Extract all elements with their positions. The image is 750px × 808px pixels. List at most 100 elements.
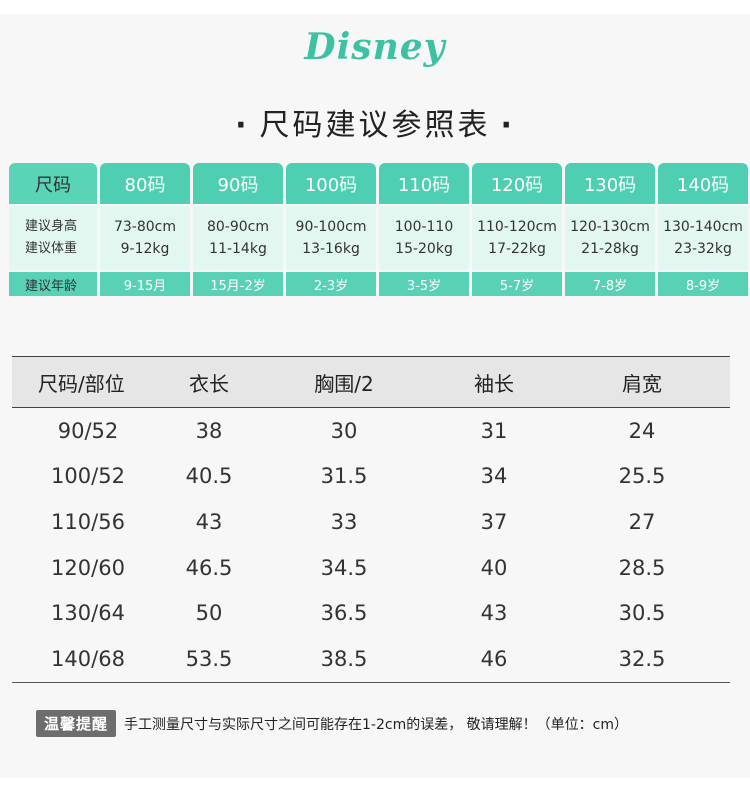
size-height: 80-90cm [206,219,269,235]
cell-sleeve: 43 [480,601,508,626]
reminder-note: 温馨提醒 手工测量尺寸与实际尺寸之间可能存在1-2cm的误差， 敬请理解！（单位… [36,710,628,737]
title-dot-left: · [235,108,250,143]
size-column: 100码 90-100cm 13-16kg 2-3岁 [286,163,376,296]
size-header: 120码 [472,163,562,204]
size-header: 80码 [100,163,190,204]
size-weight: 23-32kg [674,241,732,257]
size-age: 7-8岁 [565,272,655,296]
cell-length: 38 [195,418,223,443]
header-sleeve: 袖长 [474,371,514,396]
weight-label: 建议体重 [25,241,78,256]
title-text: 尺码建议参照表 [259,108,491,143]
size-weight: 11-14kg [209,241,267,257]
cell-shoulder: 24 [628,418,656,443]
size-age: 2-3岁 [286,272,376,296]
page-title: · 尺码建议参照表 · [0,100,750,144]
cell-size: 120/60 [51,555,125,580]
cell-sleeve: 31 [480,418,508,443]
disney-logo: Disney [304,26,446,68]
size-height: 73-80cm [113,219,176,235]
table-row: 130/64 50 36.5 43 30.5 [12,590,730,636]
age-label: 建议年龄 [9,272,97,296]
size-body: 90-100cm 13-16kg [286,206,376,270]
size-height: 90-100cm [295,219,367,235]
cell-size: 90/52 [57,418,119,443]
size-columns: 80码 73-80cm 9-12kg 9-15月 90码 80-90cm 11-14kg 15… [100,163,748,296]
size-body: 73-80cm 9-12kg [100,206,190,270]
cell-chest: 38.5 [320,646,368,671]
header-chest: 胸围/2 [314,371,374,396]
cell-chest: 36.5 [320,601,368,626]
size-weight: 17-22kg [488,241,546,257]
reminder-text: 手工测量尺寸与实际尺寸之间可能存在1-2cm的误差， 敬请理解！（单位：cm） [124,716,629,733]
cell-chest: 34.5 [320,555,368,580]
cell-sleeve: 34 [480,464,508,489]
table-bottom-rule [12,681,730,683]
table-row: 120/60 46.5 34.5 40 28.5 [12,545,730,591]
cell-chest: 33 [330,509,358,534]
cell-chest: 30 [330,418,358,443]
measurement-header-row: 尺码/部位 衣长 胸围/2 袖长 肩宽 [12,356,730,408]
cell-sleeve: 37 [480,509,508,534]
cell-shoulder: 30.5 [618,601,666,626]
cell-length: 46.5 [185,555,233,580]
size-age: 8-9岁 [658,272,748,296]
size-column: 120码 110-120cm 17-22kg 5-7岁 [472,163,562,296]
measurement-rows: 90/52 38 30 31 24 100/52 40.5 31.5 34 25.5 110/56 4… [12,408,730,682]
size-body: 130-140cm 23-32kg [658,206,748,270]
size-height: 120-130cm [570,219,650,235]
cell-shoulder: 27 [628,509,656,534]
size-header: 90码 [193,163,283,204]
size-body: 80-90cm 11-14kg [193,206,283,270]
title-dot-right: · [500,108,515,143]
measurement-table: 尺码/部位 衣长 胸围/2 袖长 肩宽 90/52 38 30 31 24 100/52 4… [12,356,730,683]
size-height: 100-110 [394,219,454,235]
cell-size: 110/56 [51,509,125,534]
reminder-badge: 温馨提醒 [36,710,117,737]
size-age: 3-5岁 [379,272,469,296]
table-row: 100/52 40.5 31.5 34 25.5 [12,454,730,500]
cell-sleeve: 46 [480,646,508,671]
table-row: 90/52 38 30 31 24 [12,408,730,454]
header-shoulder: 肩宽 [622,371,662,396]
size-header: 100码 [286,163,376,204]
cell-shoulder: 32.5 [618,646,666,671]
suggestion-body-labels: 建议身高 建议体重 [9,206,97,270]
cell-length: 50 [195,601,223,626]
cell-length: 53.5 [185,646,233,671]
table-row: 110/56 43 33 37 27 [12,499,730,545]
cell-sleeve: 40 [480,555,508,580]
size-body: 110-120cm 17-22kg [472,206,562,270]
size-body: 100-110 15-20kg [379,206,469,270]
size-age: 5-7岁 [472,272,562,296]
size-height: 130-140cm [663,219,743,235]
size-header: 130码 [565,163,655,204]
cell-size: 140/68 [51,646,125,671]
table-row: 140/68 53.5 38.5 46 32.5 [12,636,730,682]
size-column: 90码 80-90cm 11-14kg 15月-2岁 [193,163,283,296]
size-column: 80码 73-80cm 9-12kg 9-15月 [100,163,190,296]
suggestion-header-label: 尺码 [9,163,97,204]
size-header: 110码 [379,163,469,204]
height-label: 建议身高 [25,219,78,234]
cell-chest: 31.5 [320,464,368,489]
size-weight: 9-12kg [120,241,170,257]
size-age: 15月-2岁 [193,272,283,296]
size-suggestion-grid: 尺码 建议身高 建议体重 建议年龄 80码 73-80cm 9-12kg 9-15月 9… [9,163,748,296]
cell-size: 100/52 [51,464,125,489]
cell-length: 40.5 [185,464,233,489]
header-length: 衣长 [189,371,229,396]
size-header: 140码 [658,163,748,204]
cell-shoulder: 25.5 [618,464,666,489]
cell-length: 43 [195,509,223,534]
size-column: 110码 100-110 15-20kg 3-5岁 [379,163,469,296]
header-size-part: 尺码/部位 [38,371,125,396]
size-weight: 13-16kg [302,241,360,257]
size-body: 120-130cm 21-28kg [565,206,655,270]
cell-size: 130/64 [51,601,125,626]
size-column: 140码 130-140cm 23-32kg 8-9岁 [658,163,748,296]
size-column: 130码 120-130cm 21-28kg 7-8岁 [565,163,655,296]
size-height: 110-120cm [477,219,557,235]
suggestion-label-column: 尺码 建议身高 建议体重 建议年龄 [9,163,97,296]
size-weight: 15-20kg [395,241,453,257]
